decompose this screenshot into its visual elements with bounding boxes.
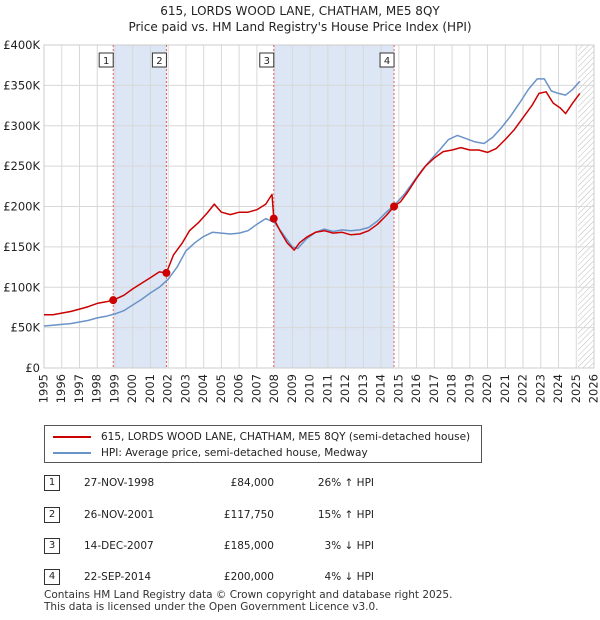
price-chart: £0 £50K £100K £150K £200K £250K £300K £350K £400… bbox=[3, 38, 600, 403]
sale-marker-dot bbox=[162, 268, 171, 277]
legend-item-hpi: HPI: Average price, semi-detached house,… bbox=[53, 446, 368, 460]
y-tick-label: £250K bbox=[3, 159, 40, 173]
x-tick-label: 1999 bbox=[107, 374, 121, 403]
marker-box bbox=[98, 52, 114, 68]
transaction-hpi: 3% ↓ HPI bbox=[324, 540, 374, 552]
transaction-row: 4 22-SEP-2014 £200,000 4% ↓ HPI bbox=[44, 569, 464, 587]
transaction-date: 26-NOV-2001 bbox=[84, 509, 155, 521]
y-tick-label: £350K bbox=[3, 78, 40, 92]
x-tick-label: 2017 bbox=[427, 374, 441, 403]
x-tick-label: 1995 bbox=[37, 374, 51, 403]
x-tick-label: 2010 bbox=[303, 374, 317, 403]
legend: 615, LORDS WOOD LANE, CHATHAM, ME5 8QY (… bbox=[44, 425, 482, 463]
x-tick-label: 2024 bbox=[551, 374, 565, 403]
marker-label: 3 bbox=[264, 56, 270, 67]
x-tick-label: 2015 bbox=[391, 374, 405, 403]
x-tick-label: 2026 bbox=[587, 374, 600, 403]
x-tick-label: 2006 bbox=[232, 374, 246, 403]
x-tick-label: 2007 bbox=[249, 374, 263, 403]
footer-copyright: Contains HM Land Registry data © Crown c… bbox=[44, 589, 453, 601]
transaction-date: 27-NOV-1998 bbox=[84, 477, 155, 489]
transaction-date: 22-SEP-2014 bbox=[84, 571, 152, 583]
chart-subtitle: Price paid vs. HM Land Registry's House … bbox=[128, 20, 472, 34]
y-tick-label: £200K bbox=[3, 200, 40, 214]
legend-item-property: 615, LORDS WOOD LANE, CHATHAM, ME5 8QY (… bbox=[53, 430, 470, 444]
transaction-hpi: 15% ↑ HPI bbox=[317, 509, 374, 521]
transaction-hpi: 26% ↑ HPI bbox=[317, 477, 374, 489]
x-tick-label: 2001 bbox=[143, 374, 157, 403]
transaction-number: 3 bbox=[44, 538, 60, 554]
legend-label-hpi: HPI: Average price, semi-detached house,… bbox=[101, 447, 368, 459]
x-tick-label: 2009 bbox=[285, 374, 299, 403]
marker-label: 2 bbox=[156, 56, 162, 67]
y-tick-label: £150K bbox=[3, 240, 40, 254]
transaction-row: 2 26-NOV-2001 £117,750 15% ↑ HPI bbox=[44, 507, 464, 525]
x-tick-label: 2016 bbox=[409, 374, 423, 403]
x-tick-label: 2000 bbox=[125, 374, 139, 403]
marker-box bbox=[259, 52, 275, 68]
x-tick-label: 2020 bbox=[480, 374, 494, 403]
x-tick-label: 2012 bbox=[338, 374, 352, 403]
marker-box bbox=[379, 52, 395, 68]
transaction-price: £84,000 bbox=[230, 477, 274, 489]
x-tick-label: 2002 bbox=[161, 374, 175, 403]
legend-swatch-hpi bbox=[53, 452, 91, 454]
sale-marker-dot bbox=[390, 202, 399, 211]
marker-label: 1 bbox=[103, 56, 109, 67]
sale-marker-dot bbox=[109, 296, 118, 305]
transaction-number: 4 bbox=[44, 569, 60, 585]
transaction-number: 1 bbox=[44, 475, 60, 491]
x-tick-label: 2022 bbox=[516, 374, 530, 403]
y-tick-label: £0 bbox=[25, 361, 40, 375]
x-tick-label: 2025 bbox=[569, 374, 583, 403]
transaction-row: 1 27-NOV-1998 £84,000 26% ↑ HPI bbox=[44, 475, 464, 493]
transaction-price: £200,000 bbox=[223, 571, 274, 583]
transaction-number: 2 bbox=[44, 507, 60, 523]
y-tick-label: £300K bbox=[3, 119, 40, 133]
legend-swatch-property bbox=[53, 436, 91, 438]
y-tick-label: £50K bbox=[11, 321, 41, 335]
x-tick-label: 2019 bbox=[462, 374, 476, 403]
transaction-row: 3 14-DEC-2007 £185,000 3% ↓ HPI bbox=[44, 538, 464, 556]
x-tick-label: 1998 bbox=[90, 374, 104, 403]
x-tick-label: 2018 bbox=[445, 374, 459, 403]
x-tick-label: 2004 bbox=[196, 374, 210, 403]
marker-label: 4 bbox=[384, 56, 390, 67]
property-price-line bbox=[44, 91, 581, 316]
x-tick-label: 2003 bbox=[178, 374, 192, 403]
x-tick-label: 2011 bbox=[320, 374, 334, 403]
transaction-price: £117,750 bbox=[223, 509, 274, 521]
x-tick-label: 2021 bbox=[498, 374, 512, 403]
transaction-date: 14-DEC-2007 bbox=[84, 540, 154, 552]
transaction-hpi: 4% ↓ HPI bbox=[324, 571, 374, 583]
x-tick-label: 2008 bbox=[267, 374, 281, 403]
x-tick-label: 2005 bbox=[214, 374, 228, 403]
y-tick-label: £100K bbox=[3, 280, 40, 294]
footer-licence: This data is licensed under the Open Gov… bbox=[44, 601, 379, 613]
transaction-price: £185,000 bbox=[223, 540, 274, 552]
x-tick-label: 2014 bbox=[374, 374, 388, 403]
x-tick-label: 2023 bbox=[533, 374, 547, 403]
y-tick-label: £400K bbox=[3, 38, 40, 52]
marker-box bbox=[151, 52, 167, 68]
x-tick-label: 2013 bbox=[356, 374, 370, 403]
x-tick-label: 1997 bbox=[72, 374, 86, 403]
plot-frame bbox=[43, 44, 595, 369]
legend-label-property: 615, LORDS WOOD LANE, CHATHAM, ME5 8QY (… bbox=[101, 431, 471, 443]
x-tick-label: 1996 bbox=[54, 374, 68, 403]
chart-title: 615, LORDS WOOD LANE, CHATHAM, ME5 8QY bbox=[160, 4, 440, 18]
sale-marker-dot bbox=[269, 214, 278, 223]
